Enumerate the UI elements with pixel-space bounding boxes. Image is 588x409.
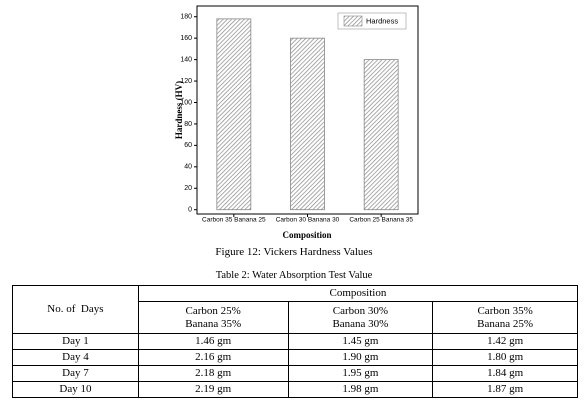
table-row: Carbon 25% Banana 35% Carbon 30% Banana 3…: [13, 301, 578, 334]
y-tick-label: 40: [184, 164, 192, 171]
table-row: Day 1 1.46 gm 1.45 gm 1.42 gm: [12, 333, 578, 350]
table-cell: Carbon 35% Banana 25%: [432, 301, 578, 334]
x-axis-label: Composition: [282, 230, 331, 240]
x-tick-label: Carbon 30 Banana 30: [276, 217, 340, 224]
table-cell: Day 1: [12, 333, 139, 350]
table-row: Day 7 2.18 gm 1.95 gm 1.84 gm: [12, 365, 578, 382]
table-row: Day 4 2.16 gm 1.90 gm 1.80 gm: [12, 349, 578, 366]
legend-swatch: [343, 15, 363, 27]
y-tick-label: 100: [180, 99, 192, 106]
table-cell: 2.19 gm: [137, 381, 289, 398]
y-tick-label: 160: [180, 35, 192, 42]
table-cell: 1.46 gm: [137, 333, 289, 350]
table-caption: Table 2: Water Absorption Test Value: [215, 270, 373, 281]
data-table: No. of Days Composition Carbon 25% Banana …: [12, 285, 579, 398]
table-cell: No. of Days: [12, 285, 139, 334]
table-cell: 1.84 gm: [432, 365, 578, 382]
x-tick-label: Carbon 25 Banana 35: [349, 217, 413, 224]
table-cell: 1.42 gm: [432, 333, 578, 350]
x-tick-label: Carbon 35 Banana 25: [202, 217, 266, 224]
table-row: No. of Days Composition: [12, 285, 579, 334]
table-cell: 1.98 gm: [287, 381, 434, 398]
bar: [216, 18, 252, 211]
table-cell: Carbon 25% Banana 35%: [137, 301, 289, 334]
table-cell: 2.16 gm: [137, 349, 289, 366]
y-tick-label: 80: [184, 121, 192, 128]
table-cell: 1.45 gm: [287, 333, 434, 350]
table-cell: Composition: [137, 285, 579, 302]
y-tick-label: 0: [188, 207, 192, 214]
y-axis-label: Hardness (HV): [174, 81, 184, 139]
y-tick-label: 60: [184, 142, 192, 149]
table-cell: 1.90 gm: [287, 349, 434, 366]
table-cell: 1.95 gm: [287, 365, 434, 382]
table-cell: Day 4: [12, 349, 139, 366]
bar: [290, 37, 325, 211]
table-cell: 1.87 gm: [432, 381, 578, 398]
y-tick-label: 140: [180, 56, 192, 63]
table-cell: Day 10: [12, 381, 139, 398]
y-tick-label: 180: [180, 14, 192, 21]
table-cell: 1.80 gm: [432, 349, 578, 366]
table-cell: Carbon 30% Banana 30%: [287, 301, 434, 334]
y-tick-label: 20: [184, 185, 192, 192]
bar: [363, 59, 399, 211]
chart: Composition Hardness (HV) 0 20 40 60 80 100 12…: [174, 5, 419, 240]
table-cell: Day 7: [12, 365, 139, 382]
y-tick-label: 120: [180, 78, 192, 85]
legend-label: Hardness: [366, 16, 398, 25]
table-row: Day 10 2.19 gm 1.98 gm 1.87 gm: [12, 381, 578, 398]
figure-caption: Figure 12: Vickers Hardness Values: [215, 246, 373, 258]
table-cell: 2.18 gm: [137, 365, 289, 382]
